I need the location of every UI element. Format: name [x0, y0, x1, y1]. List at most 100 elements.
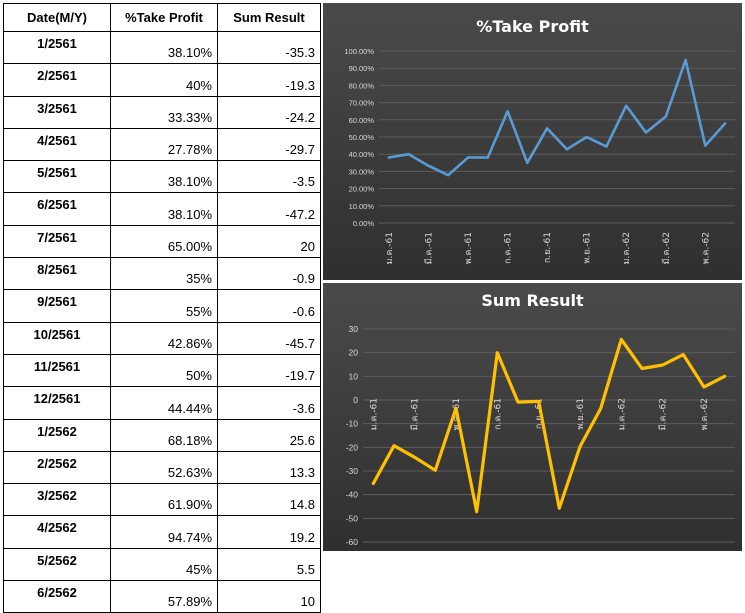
- x-tick-label: พ.ค.-62: [700, 398, 710, 430]
- table-row: 6/2561 38.10% -47.2: [3, 192, 321, 226]
- date-cell: 3/2561: [3, 95, 111, 129]
- y-tick-label: -10: [346, 419, 359, 429]
- table-row: 9/2561 55% -0.6: [3, 289, 321, 323]
- date-cell: 4/2562: [3, 515, 111, 549]
- date-cell: 1/2561: [3, 30, 111, 65]
- sum-result-chart: Sum Result -60 -50 -40 -30 -20 -10 0 10 20 30 ม.ค.…: [323, 283, 742, 551]
- table-header-row: Date(M/Y) %Take Profit Sum Result: [3, 3, 321, 32]
- sum-result-cell: 19.2: [217, 515, 321, 549]
- sum-result-cell: -29.7: [217, 127, 321, 162]
- y-tick-label: 20.00%: [349, 185, 375, 194]
- table-row: 12/2561 44.44% -3.6: [3, 386, 321, 420]
- take-profit-cell: 38.10%: [110, 160, 218, 194]
- take-profit-cell: 68.18%: [110, 418, 218, 452]
- table-row: 1/2561 38.10% -35.3: [3, 30, 321, 65]
- sum-result-plot: -60 -50 -40 -30 -20 -10 0 10 20 30 ม.ค.-61 มี.ค.-61…: [346, 324, 735, 547]
- header-sum-result: Sum Result: [217, 3, 321, 32]
- table-row: 4/2562 94.74% 19.2: [3, 515, 321, 549]
- y-tick-label: 90.00%: [349, 64, 375, 73]
- y-tick-label: 60.00%: [349, 116, 375, 125]
- take-profit-cell: 38.10%: [110, 30, 218, 65]
- x-tick-label: ก.ค.-61: [504, 232, 514, 264]
- date-cell: 9/2561: [3, 289, 111, 323]
- table-row: 5/2561 38.10% -3.5: [3, 160, 321, 194]
- table-row: 4/2561 27.78% -29.7: [3, 127, 321, 162]
- y-tick-label: 100.00%: [344, 47, 374, 56]
- date-cell: 4/2561: [3, 127, 111, 162]
- y-tick-label: 10.00%: [349, 202, 375, 211]
- date-cell: 6/2561: [3, 192, 111, 226]
- header-take-profit: %Take Profit: [110, 3, 218, 32]
- header-date: Date(M/Y): [3, 3, 111, 32]
- x-tick-label: ม.ค.-61: [369, 398, 379, 430]
- table-row: 3/2562 61.90% 14.8: [3, 483, 321, 517]
- take-profit-cell: 33.33%: [110, 95, 218, 129]
- take-profit-cell: 94.74%: [110, 515, 218, 549]
- sum-result-cell: -0.6: [217, 289, 321, 323]
- sum-result-cell: 14.8: [217, 483, 321, 517]
- table-row: 2/2562 52.63% 13.3: [3, 450, 321, 485]
- x-tick-label: ม.ค.-62: [622, 232, 632, 264]
- y-tick-label: 0.00%: [353, 219, 375, 228]
- y-tick-label: -60: [346, 537, 359, 547]
- y-tick-label: 0: [353, 395, 358, 405]
- sum-result-cell: -3.6: [217, 386, 321, 420]
- take-profit-cell: 27.78%: [110, 127, 218, 162]
- sum-result-cell: 10: [217, 580, 321, 613]
- date-cell: 5/2561: [3, 160, 111, 194]
- take-profit-plot: 0.00% 10.00% 20.00% 30.00% 40.00% 50.00% 60.00…: [344, 47, 735, 264]
- x-tick-label: พ.ค.-62: [701, 232, 711, 264]
- date-cell: 5/2562: [3, 547, 111, 582]
- date-cell: 2/2562: [3, 450, 111, 485]
- take-profit-cell: 50%: [110, 353, 218, 388]
- y-tick-label: 30: [349, 324, 359, 334]
- x-tick-label: มี.ค.-62: [658, 398, 669, 430]
- take-profit-cell: 38.10%: [110, 192, 218, 226]
- sum-result-cell: -35.3: [217, 30, 321, 65]
- take-profit-cell: 45%: [110, 547, 218, 582]
- table-row: 11/2561 50% -19.7: [3, 353, 321, 388]
- y-tick-label: 70.00%: [349, 99, 375, 108]
- sum-result-cell: -19.7: [217, 353, 321, 388]
- date-cell: 6/2562: [3, 580, 111, 613]
- table-row: 3/2561 33.33% -24.2: [3, 95, 321, 129]
- date-cell: 10/2561: [3, 321, 111, 355]
- x-tick-label: มี.ค.-61: [410, 398, 421, 430]
- table-row: 8/2561 35% -0.9: [3, 257, 321, 291]
- date-cell: 11/2561: [3, 353, 111, 388]
- y-tick-label: 50.00%: [349, 133, 375, 142]
- take-profit-cell: 52.63%: [110, 450, 218, 485]
- date-cell: 7/2561: [3, 224, 111, 259]
- x-tick-label: มี.ค.-61: [423, 232, 434, 264]
- sum-result-cell: 5.5: [217, 547, 321, 582]
- y-tick-label: 80.00%: [349, 81, 375, 90]
- y-tick-label: -40: [346, 490, 359, 500]
- y-tick-label: 20: [349, 348, 359, 358]
- y-tick-label: 30.00%: [349, 167, 375, 176]
- table-row: 5/2562 45% 5.5: [3, 547, 321, 582]
- table-row: 1/2562 68.18% 25.6: [3, 418, 321, 452]
- table-row: 6/2562 57.89% 10: [3, 580, 321, 613]
- x-tick-label: ก.ย.-61: [543, 232, 553, 263]
- x-tick-label: ม.ค.-62: [617, 398, 627, 430]
- sum-result-cell: -47.2: [217, 192, 321, 226]
- date-cell: 12/2561: [3, 386, 111, 420]
- table-row: 7/2561 65.00% 20: [3, 224, 321, 259]
- take-profit-cell: 55%: [110, 289, 218, 323]
- take-profit-cell: 65.00%: [110, 224, 218, 259]
- sum-result-cell: -3.5: [217, 160, 321, 194]
- y-tick-label: -30: [346, 466, 359, 476]
- x-tick-label: ก.ค.-61: [493, 398, 503, 430]
- table-row: 2/2561 40% -19.3: [3, 63, 321, 97]
- x-tick-label: มี.ค.-62: [661, 232, 672, 264]
- x-tick-label: พ.ค.-61: [464, 232, 474, 264]
- take-profit-cell: 61.90%: [110, 483, 218, 517]
- take-profit-cell: 35%: [110, 257, 218, 291]
- series-line: [371, 337, 727, 514]
- sum-result-cell: -24.2: [217, 95, 321, 129]
- table-row: 10/2561 42.86% -45.7: [3, 321, 321, 355]
- sum-result-cell: 20: [217, 224, 321, 259]
- x-tick-label: ม.ค.-61: [385, 232, 395, 264]
- date-cell: 1/2562: [3, 418, 111, 452]
- y-tick-label: -20: [346, 442, 359, 452]
